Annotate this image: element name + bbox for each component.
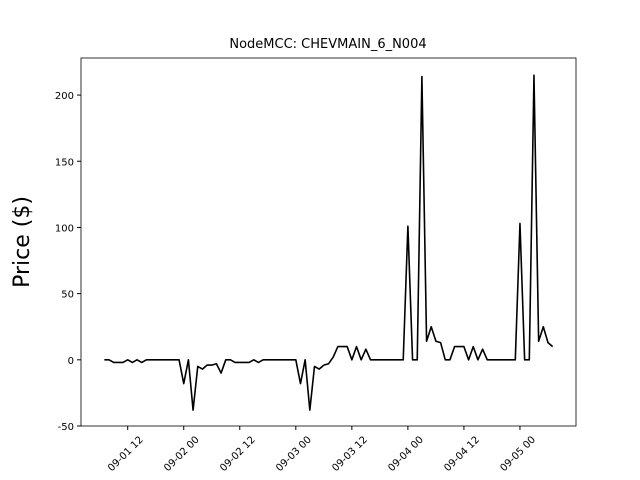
line-series (104, 74, 554, 411)
y-tick-label: 0 (68, 356, 74, 367)
plot-frame (80, 57, 577, 427)
y-tick-label: 50 (61, 290, 74, 301)
y-axis-label: Price ($) (10, 196, 35, 288)
y-tick-label: 150 (55, 157, 74, 168)
y-tick-label: -50 (58, 422, 74, 433)
y-tick-label: 100 (55, 223, 74, 234)
chart-title: NodeMCC: CHEVMAIN_6_N004 (229, 37, 426, 52)
y-tick-label: 200 (55, 91, 74, 102)
